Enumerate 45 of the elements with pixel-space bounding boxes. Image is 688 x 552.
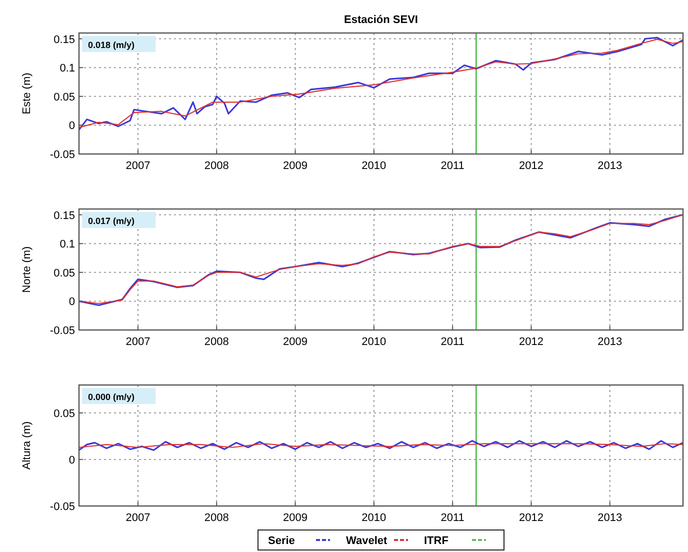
y-tick-label: 0.15 — [54, 210, 75, 222]
y-tick-label: 0 — [68, 454, 75, 466]
x-tick-label: 2013 — [598, 160, 622, 172]
x-tick-label: 2008 — [204, 160, 229, 172]
line-series — [78, 440, 684, 451]
x-tick-label: 2013 — [598, 512, 622, 524]
y-tick-label: -0.05 — [50, 501, 75, 513]
x-tick-label: 2009 — [283, 336, 308, 348]
y-tick-label: 0.05 — [54, 267, 75, 280]
x-tick-label: 2009 — [283, 160, 308, 172]
x-tick-label: 2007 — [126, 160, 150, 172]
x-tick-label: 2012 — [518, 160, 544, 172]
x-tick-label: 2011 — [440, 512, 464, 524]
x-tick-label: 2012 — [518, 336, 544, 348]
y-tick-label: 0.05 — [54, 91, 75, 104]
legend-label: Wavelet — [346, 535, 388, 547]
y-tick-label: 0 — [68, 120, 75, 132]
annotation: 0.000 (m/y) — [88, 392, 135, 402]
x-tick-label: 2010 — [362, 336, 386, 348]
y-tick-label: 0.1 — [60, 238, 75, 251]
x-tick-label: 2008 — [204, 336, 229, 348]
y-tick-label: 0 — [68, 296, 75, 308]
y-axis-title: Altura (m) — [21, 421, 33, 470]
y-tick-label: -0.05 — [50, 325, 75, 337]
chart-title: Estación SEVI — [344, 14, 418, 26]
x-tick-label: 2008 — [204, 512, 229, 524]
x-tick-label: 2009 — [283, 512, 308, 524]
y-tick-label: -0.05 — [50, 149, 75, 161]
annotation: 0.018 (m/y) — [88, 40, 135, 50]
legend-label: Serie — [268, 535, 295, 547]
y-axis-title: Norte (m) — [21, 246, 33, 293]
x-tick-label: 2011 — [440, 336, 464, 348]
x-tick-label: 2010 — [362, 512, 386, 524]
x-tick-label: 2013 — [598, 336, 622, 348]
y-tick-label: 0.1 — [60, 62, 75, 75]
legend-label: ITRF — [424, 535, 449, 547]
x-tick-label: 2007 — [126, 336, 150, 348]
x-tick-label: 2010 — [362, 160, 386, 172]
x-tick-label: 2007 — [126, 512, 150, 524]
y-tick-label: 0.15 — [54, 34, 75, 46]
annotation: 0.017 (m/y) — [88, 216, 135, 226]
x-tick-label: 2011 — [440, 160, 464, 172]
x-tick-label: 2012 — [518, 512, 544, 524]
y-axis-title: Este (m) — [21, 72, 33, 114]
y-tick-label: 0.05 — [54, 408, 75, 420]
